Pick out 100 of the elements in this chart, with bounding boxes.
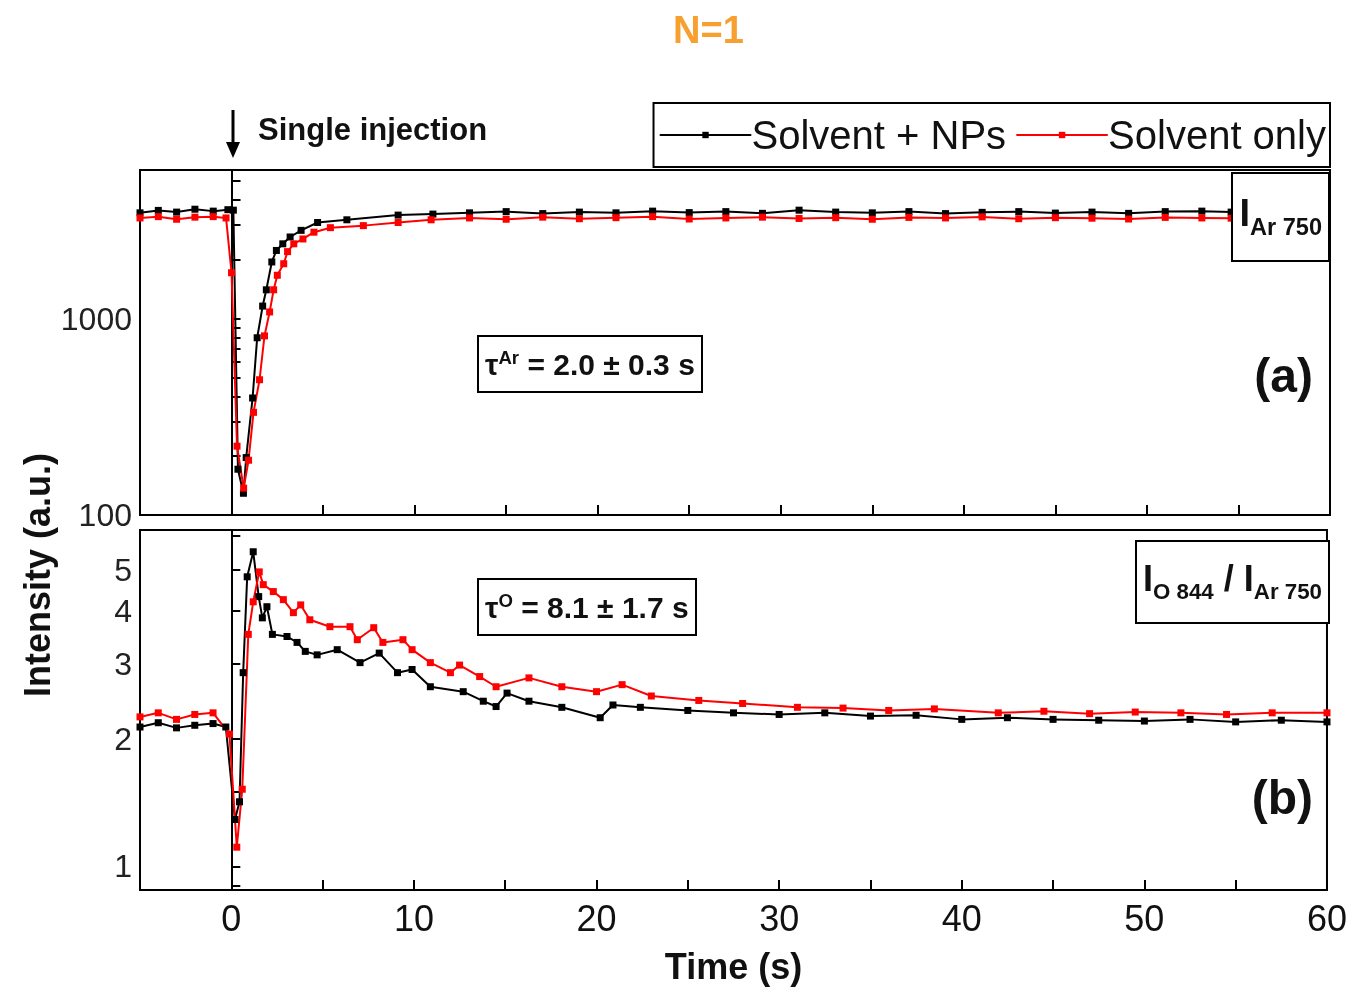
point [558,703,566,711]
point [268,630,276,638]
point [618,681,626,689]
y-tick-label: 3 [114,645,132,682]
point [912,711,920,719]
point [503,689,511,697]
point [1131,708,1139,716]
point [255,568,263,576]
point [758,213,766,221]
point [256,376,264,384]
point [593,688,601,696]
x-tick-label: 0 [221,897,242,939]
point [393,669,401,677]
point [612,214,620,222]
point [209,720,217,728]
point [359,222,367,230]
point [502,215,510,223]
point [272,246,280,254]
point [479,697,487,705]
point [173,724,181,732]
point [136,214,144,222]
point [1003,714,1011,722]
point [310,228,318,236]
legend-label: Solvent only [1108,113,1327,157]
point [249,394,257,402]
annotation: I$_{O 844}$ / I$_{Ar 750}$ [1142,557,1322,604]
y-tick-label: 4 [114,592,132,629]
point [370,624,378,632]
point [173,215,181,223]
point [244,630,252,638]
point [905,213,913,221]
point [1015,215,1023,223]
point [978,213,986,221]
point [793,703,801,711]
point [1049,715,1057,723]
y-axis-title: Intensity (a.u.) [17,452,59,698]
x-tick-label: 50 [1124,897,1165,939]
legend-label: Solvent + NPs [751,113,1007,157]
point [266,308,274,316]
point [154,719,162,727]
point [228,269,236,277]
point [154,709,162,717]
point [575,215,583,223]
x-tick-label: 30 [759,897,800,939]
point [722,214,730,222]
point [229,206,237,214]
point [222,723,230,731]
annotation: τ$^{Ar}$ = 2.0 ± 0.3 s [485,346,695,381]
point [426,659,434,667]
point [609,701,617,709]
point [502,208,510,216]
point [1086,710,1094,718]
point [173,715,181,723]
y-tick-label: 5 [114,551,132,588]
point [729,709,737,717]
point [270,286,278,294]
point [795,206,803,214]
point [258,614,266,622]
point [301,647,309,655]
point [240,484,248,492]
point [233,843,241,851]
point [427,216,435,224]
point [280,260,288,268]
point [1323,718,1331,726]
y-tick-label: 100 [78,497,132,533]
point [297,226,305,234]
point [290,240,298,248]
point [233,442,241,450]
point [225,730,233,738]
x-tick-label: 40 [941,897,982,939]
point [260,332,268,340]
point [930,705,938,713]
point [1223,710,1231,718]
point [173,208,181,216]
point [191,205,199,213]
point [326,224,334,232]
point [426,683,434,691]
point [775,710,783,718]
point [1232,718,1240,726]
point [259,302,267,310]
point [243,573,251,581]
point [596,714,604,722]
x-axis-title: Time (s) [664,945,803,987]
point [346,623,354,631]
point [525,697,533,705]
point [191,213,199,221]
point [268,258,276,266]
point [866,712,874,720]
point [885,706,893,714]
point [558,683,566,691]
point [379,638,387,646]
point [326,623,334,631]
point [238,785,246,793]
point [286,233,294,241]
x-tick-label: 20 [576,897,617,939]
point [492,703,500,711]
annotation: (a) [1254,349,1313,402]
point [525,674,533,682]
point [222,214,230,222]
y-tick-label: 1 [114,848,132,885]
